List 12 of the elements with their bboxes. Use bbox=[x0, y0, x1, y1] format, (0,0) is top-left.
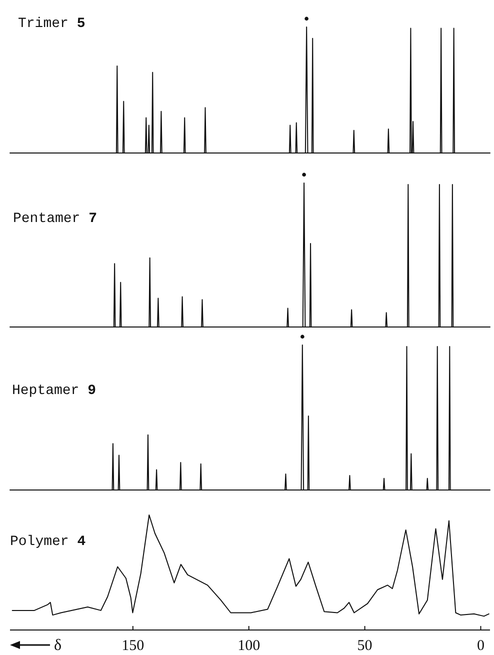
x-axis-title: δ bbox=[54, 637, 62, 654]
x-tick-label: 150 bbox=[122, 638, 144, 654]
annotation: • bbox=[301, 167, 307, 184]
x-tick-label: 50 bbox=[357, 638, 372, 654]
annotation: • bbox=[304, 11, 310, 28]
x-tick-label: 100 bbox=[238, 638, 260, 654]
text: Heptamer 9 bbox=[12, 383, 96, 399]
chart-title: Trimer 5 bbox=[18, 16, 86, 32]
annotation: • bbox=[300, 329, 306, 346]
text: Polymer 4 bbox=[10, 534, 86, 550]
text: Pentamer 7 bbox=[13, 211, 98, 227]
x-tick-label: 0 bbox=[476, 638, 484, 654]
